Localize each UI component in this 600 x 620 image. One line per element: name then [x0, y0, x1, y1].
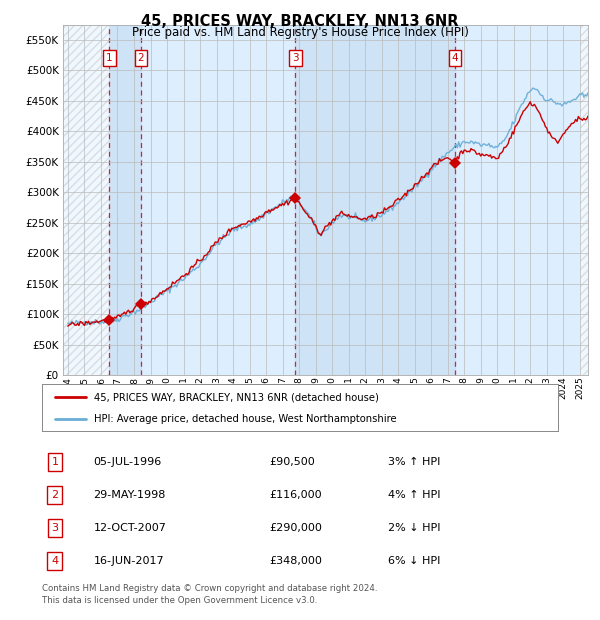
Bar [295, 25, 455, 375]
Text: HPI: Average price, detached house, West Northamptonshire: HPI: Average price, detached house, West… [94, 414, 396, 424]
Text: £348,000: £348,000 [269, 556, 322, 566]
Text: Contains HM Land Registry data © Crown copyright and database right 2024.: Contains HM Land Registry data © Crown c… [42, 584, 377, 593]
Text: 2% ↓ HPI: 2% ↓ HPI [388, 523, 440, 533]
Text: 29-MAY-1998: 29-MAY-1998 [94, 490, 166, 500]
Text: 4: 4 [452, 53, 458, 63]
Text: 05-JUL-1996: 05-JUL-1996 [94, 457, 162, 467]
Text: 1: 1 [52, 457, 58, 467]
Bar [109, 25, 141, 375]
Text: 6% ↓ HPI: 6% ↓ HPI [388, 556, 440, 566]
Text: 3: 3 [292, 53, 299, 63]
Text: £90,500: £90,500 [269, 457, 315, 467]
Text: Price paid vs. HM Land Registry's House Price Index (HPI): Price paid vs. HM Land Registry's House … [131, 26, 469, 39]
Text: £116,000: £116,000 [269, 490, 322, 500]
Text: 2: 2 [137, 53, 144, 63]
Text: 1: 1 [106, 53, 113, 63]
Text: 12-OCT-2007: 12-OCT-2007 [94, 523, 166, 533]
Text: 16-JUN-2017: 16-JUN-2017 [94, 556, 164, 566]
Text: This data is licensed under the Open Government Licence v3.0.: This data is licensed under the Open Gov… [42, 596, 317, 606]
Text: 4% ↑ HPI: 4% ↑ HPI [388, 490, 440, 500]
Text: 2: 2 [52, 490, 58, 500]
Text: 45, PRICES WAY, BRACKLEY, NN13 6NR (detached house): 45, PRICES WAY, BRACKLEY, NN13 6NR (deta… [94, 392, 379, 402]
Text: 4: 4 [52, 556, 58, 566]
Text: 3: 3 [52, 523, 58, 533]
Text: 3% ↑ HPI: 3% ↑ HPI [388, 457, 440, 467]
Text: 45, PRICES WAY, BRACKLEY, NN13 6NR: 45, PRICES WAY, BRACKLEY, NN13 6NR [141, 14, 459, 29]
Text: £290,000: £290,000 [269, 523, 322, 533]
